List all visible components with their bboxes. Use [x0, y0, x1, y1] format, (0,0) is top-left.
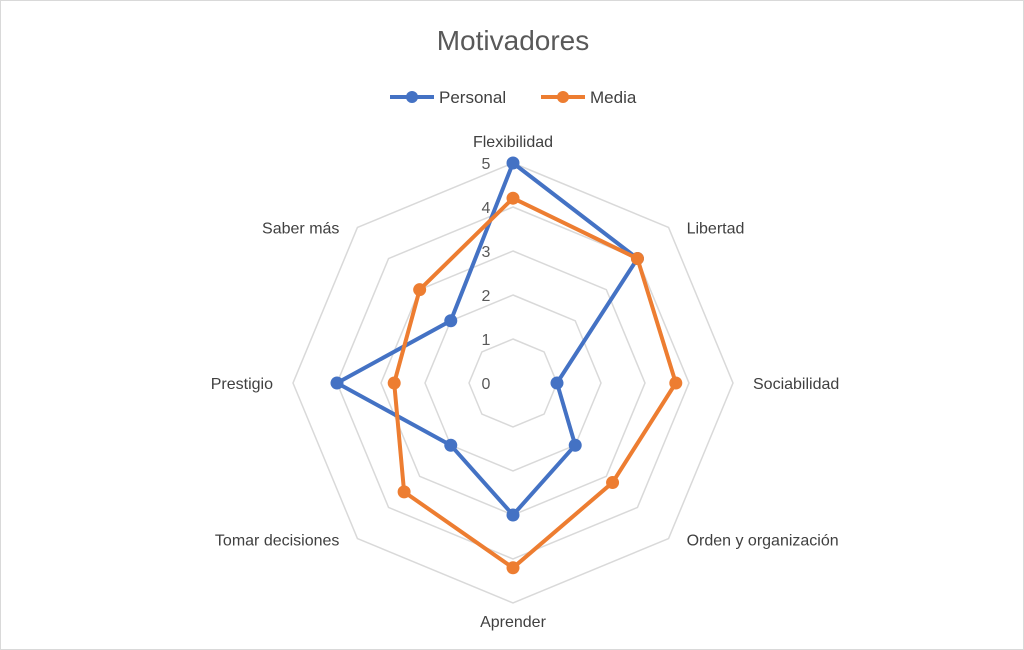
grid-ring-5 — [292, 162, 734, 604]
point-personal-2 — [550, 376, 564, 390]
category-label-6: Prestigio — [211, 376, 273, 393]
point-personal-6 — [330, 376, 344, 390]
category-label-1: Libertad — [687, 220, 745, 237]
category-label-4: Aprender — [480, 614, 546, 631]
category-label-7: Saber más — [262, 220, 339, 237]
point-media-2 — [669, 376, 683, 390]
point-personal-0 — [506, 156, 520, 170]
point-media-3 — [606, 476, 620, 490]
point-personal-3 — [568, 438, 582, 452]
grid-ring-4 — [336, 206, 690, 560]
point-personal-4 — [506, 508, 520, 522]
point-media-4 — [506, 561, 520, 575]
legend-label-media: Media — [590, 88, 637, 107]
category-label-3: Orden y organización — [687, 533, 839, 550]
point-media-7 — [413, 283, 427, 297]
legend-item-media: Media — [541, 88, 637, 107]
tick-label-3: 3 — [482, 244, 491, 261]
point-media-1 — [630, 252, 644, 266]
legend-label-personal: Personal — [439, 88, 506, 107]
category-labels: Flexibilidad Libertad Sociabilidad Orden y … — [211, 134, 840, 631]
legend: Personal Media — [390, 88, 637, 107]
chart-title: Motivadores — [437, 25, 590, 56]
grid-ring-1 — [468, 338, 558, 428]
point-personal-5 — [444, 438, 458, 452]
category-label-5: Tomar decisiones — [215, 533, 340, 550]
radar-grid — [292, 162, 734, 604]
legend-marker-media — [557, 91, 569, 103]
tick-label-1: 1 — [482, 332, 491, 349]
radar-series — [330, 156, 683, 575]
legend-marker-personal — [406, 91, 418, 103]
tick-label-5: 5 — [482, 156, 491, 173]
radial-ticks: 0 1 2 3 4 5 — [482, 156, 491, 393]
category-label-0: Flexibilidad — [473, 134, 553, 151]
point-media-0 — [506, 191, 520, 205]
point-personal-7 — [444, 314, 458, 328]
point-media-6 — [387, 376, 401, 390]
tick-label-2: 2 — [482, 288, 491, 305]
category-label-2: Sociabilidad — [753, 376, 839, 393]
tick-label-4: 4 — [482, 200, 491, 217]
series-media — [387, 191, 683, 575]
tick-label-0: 0 — [482, 376, 491, 393]
legend-item-personal: Personal — [390, 88, 506, 107]
point-media-5 — [397, 485, 411, 499]
